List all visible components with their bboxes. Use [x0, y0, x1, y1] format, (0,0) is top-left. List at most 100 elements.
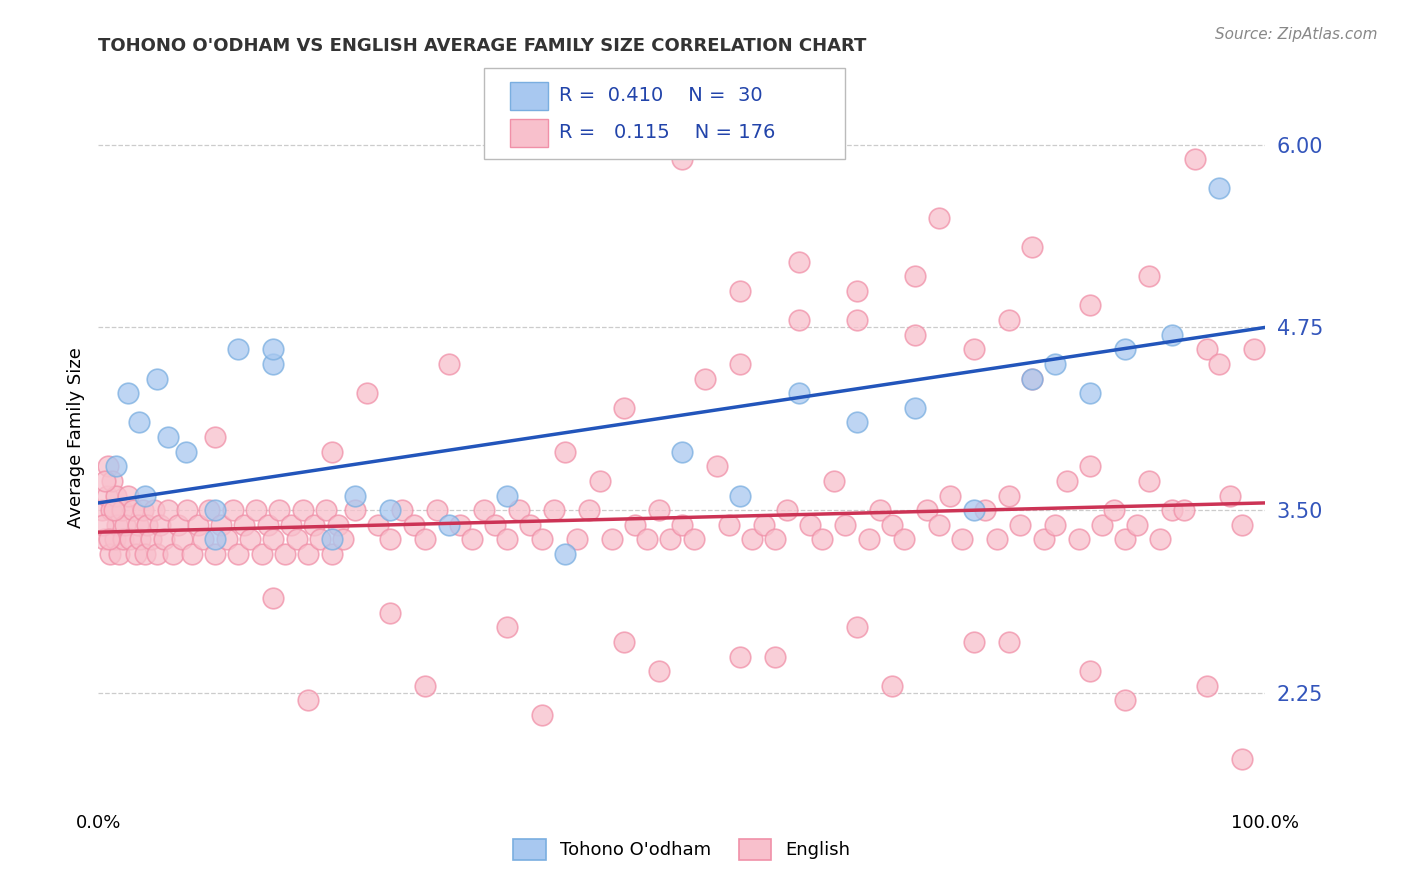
Point: [94, 474, 117, 488]
Point: [787, 386, 810, 401]
Point: [508, 503, 530, 517]
Point: [321, 444, 343, 458]
Point: [304, 517, 326, 532]
Point: [172, 533, 194, 547]
Text: R =  0.410    N =  30: R = 0.410 N = 30: [560, 86, 763, 105]
Point: [787, 313, 810, 327]
Point: [659, 533, 682, 547]
Point: [204, 430, 226, 444]
Point: [880, 679, 903, 693]
Point: [600, 533, 623, 547]
Point: [554, 547, 576, 561]
Point: [893, 533, 915, 547]
Point: [717, 517, 740, 532]
Point: [204, 503, 226, 517]
Text: TOHONO O'ODHAM VS ENGLISH AVERAGE FAMILY SIZE CORRELATION CHART: TOHONO O'ODHAM VS ENGLISH AVERAGE FAMILY…: [98, 37, 866, 54]
Point: [915, 503, 938, 517]
Point: [1197, 679, 1219, 693]
Point: [962, 343, 984, 357]
Point: [198, 503, 221, 517]
Point: [309, 533, 332, 547]
Point: [127, 517, 149, 532]
Point: [671, 444, 693, 458]
Point: [96, 489, 118, 503]
Point: [636, 533, 658, 547]
Point: [1173, 503, 1195, 517]
Point: [1114, 343, 1136, 357]
Point: [974, 503, 997, 517]
Point: [730, 284, 752, 298]
Point: [139, 533, 162, 547]
Point: [484, 517, 506, 532]
Point: [204, 533, 226, 547]
Point: [730, 489, 752, 503]
Point: [1161, 327, 1184, 342]
Point: [1080, 298, 1102, 312]
Point: [380, 606, 402, 620]
Point: [530, 708, 553, 723]
Point: [671, 152, 693, 166]
Point: [1137, 474, 1160, 488]
Point: [461, 533, 484, 547]
Point: [215, 533, 238, 547]
Point: [104, 489, 127, 503]
Point: [1045, 517, 1067, 532]
Point: [543, 503, 565, 517]
Point: [695, 371, 717, 385]
Point: [128, 416, 150, 430]
Point: [132, 503, 155, 517]
Point: [834, 517, 856, 532]
Point: [344, 503, 367, 517]
Point: [1137, 269, 1160, 284]
Point: [997, 635, 1019, 649]
Point: [174, 444, 197, 458]
Point: [730, 357, 752, 371]
Point: [554, 444, 576, 458]
Point: [741, 533, 763, 547]
Y-axis label: Average Family Size: Average Family Size: [66, 347, 84, 527]
Point: [880, 517, 903, 532]
Point: [624, 517, 647, 532]
Point: [380, 533, 402, 547]
Point: [134, 489, 156, 503]
Point: [939, 489, 962, 503]
Point: [1208, 181, 1230, 195]
Point: [530, 533, 553, 547]
Point: [1197, 343, 1219, 357]
Point: [114, 517, 136, 532]
Point: [228, 547, 250, 561]
Point: [612, 635, 634, 649]
Point: [1080, 459, 1102, 474]
Point: [108, 547, 131, 561]
Point: [180, 547, 202, 561]
Point: [904, 401, 927, 415]
Point: [869, 503, 891, 517]
FancyBboxPatch shape: [484, 68, 845, 159]
Point: [776, 503, 799, 517]
Point: [437, 517, 460, 532]
Point: [496, 489, 519, 503]
Point: [380, 503, 402, 517]
Point: [647, 503, 669, 517]
Bar: [510, 82, 548, 110]
Point: [117, 489, 139, 503]
Point: [413, 679, 436, 693]
Point: [1114, 693, 1136, 707]
Point: [100, 503, 122, 517]
Point: [496, 620, 519, 634]
Point: [1114, 533, 1136, 547]
Point: [228, 343, 250, 357]
Point: [799, 517, 821, 532]
Point: [413, 533, 436, 547]
Point: [1230, 752, 1253, 766]
Point: [682, 533, 704, 547]
Point: [1126, 517, 1149, 532]
Point: [472, 503, 495, 517]
Point: [565, 533, 588, 547]
Point: [367, 517, 389, 532]
Point: [846, 313, 869, 327]
Point: [1056, 474, 1078, 488]
Point: [134, 547, 156, 561]
Point: [997, 489, 1019, 503]
Point: [846, 416, 869, 430]
